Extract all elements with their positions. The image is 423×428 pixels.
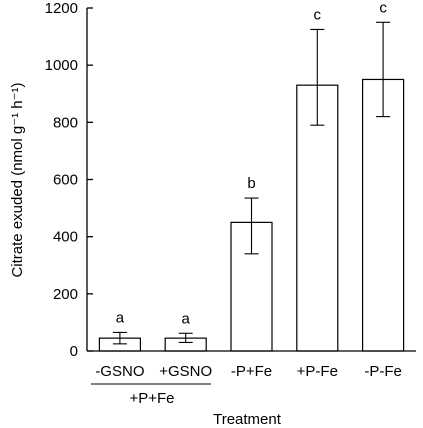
significance-label-p-fe: c — [314, 6, 322, 23]
x-tick-label-p-fe: +P-Fe — [297, 363, 338, 380]
y-tick-label-0: 0 — [70, 343, 78, 360]
x-tick-label-p-fe: -P-Fe — [364, 363, 402, 380]
y-tick-label-1200: 1200 — [45, 0, 78, 17]
x-axis-title: Treatment — [213, 411, 282, 428]
y-tick-label-800: 800 — [53, 114, 78, 131]
y-axis-title: Citrate exuded (nmol g⁻¹ h⁻¹) — [9, 82, 26, 277]
y-tick-label-200: 200 — [53, 286, 78, 303]
y-axis: 0 200 400 600 800 1000 1200 — [45, 0, 93, 360]
significance-label-p-fe: c — [379, 0, 387, 16]
bar-p-fe — [296, 84, 339, 352]
x-tick-label-p-fe: -P+Fe — [231, 363, 272, 380]
x-tick-label-gsno: -GSNO — [95, 363, 144, 380]
y-tick-label-1000: 1000 — [45, 57, 78, 74]
y-tick-label-600: 600 — [53, 172, 78, 189]
significance-label-gsno: a — [182, 310, 191, 327]
x-axis: -GSNO +GSNO -P+Fe +P-Fe -P-Fe — [87, 350, 416, 380]
significance-label-p-fe: b — [247, 175, 255, 192]
error-bars-layer — [112, 21, 391, 345]
group-label: +P+Fe — [129, 390, 174, 407]
bars-layer — [98, 78, 405, 352]
x-tick-label-gsno: +GSNO — [159, 363, 212, 380]
significance-label-gsno: a — [116, 309, 125, 326]
y-tick-label-400: 400 — [53, 229, 78, 246]
bar-p-fe — [362, 78, 405, 352]
significance-labels-layer: a a b c c — [116, 0, 388, 327]
